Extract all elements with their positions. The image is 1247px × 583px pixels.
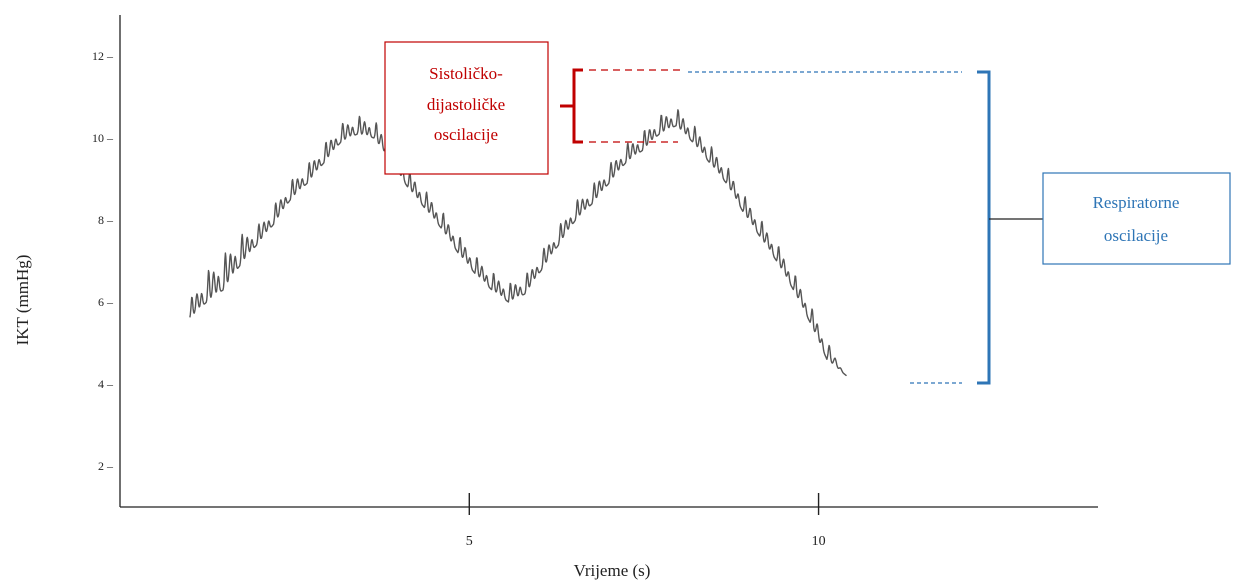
cardiac-annotation-box [384, 41, 549, 175]
cardiac-annotation-line-3: oscilacije [434, 125, 498, 144]
respiratory-annotation-box [1042, 172, 1231, 265]
x-tick-label: 10 [812, 534, 826, 549]
respiratory-bracket [977, 70, 991, 385]
x-axis-label: Vrijeme (s) [574, 561, 651, 580]
cardiac-annotation-line-2: dijastoličke [427, 95, 505, 114]
y-tick-label: 4 – [98, 377, 114, 391]
icp-trace-line [189, 109, 847, 377]
y-axis-label: IKT (mmHg) [13, 255, 32, 346]
y-tick-label: 8 – [98, 213, 114, 227]
respiratory-annotation-line-1: Respiratorne [1093, 193, 1180, 212]
y-tick-label: 2 – [98, 459, 114, 473]
respiratory-annotation-line-2: oscilacije [1104, 226, 1168, 245]
y-tick-label: 12 – [92, 49, 114, 63]
y-tick-label: 6 – [98, 295, 114, 309]
y-tick-label: 10 – [92, 131, 114, 145]
x-tick-label: 5 [466, 534, 473, 549]
cardiac-oscillation-annotation: Sistoličko- dijastoličke oscilacije [384, 41, 682, 175]
cardiac-bracket [560, 68, 583, 144]
x-tick-marks: 5 10 [466, 493, 826, 549]
cardiac-annotation-line-1: Sistoličko- [429, 64, 503, 83]
respiratory-oscillation-annotation: Respiratorne oscilacije [688, 70, 1231, 385]
y-tick-labels: 2 – 4 – 6 – 8 – 10 – 12 – [92, 49, 114, 473]
